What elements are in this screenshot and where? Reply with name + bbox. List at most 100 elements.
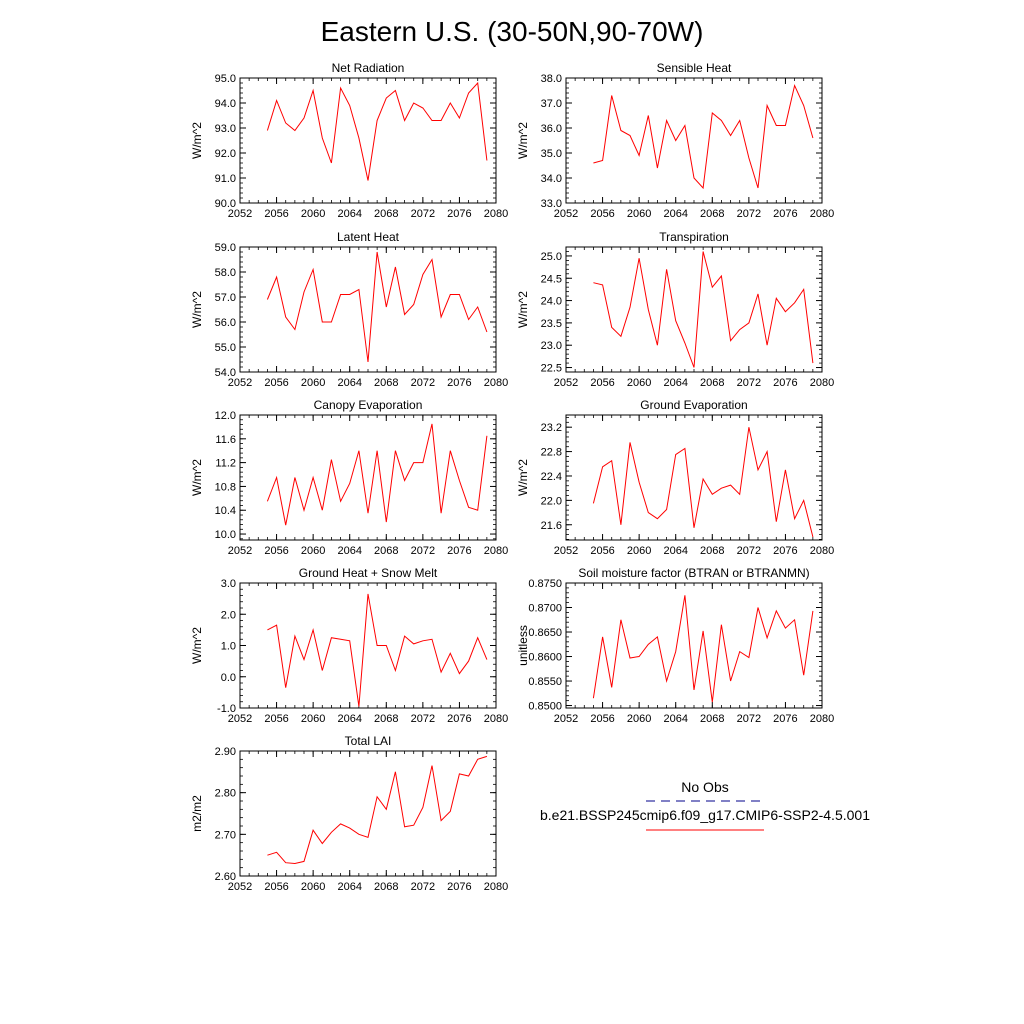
legend: No Obs b.e21.BSSP245cmip6.f09_g17.CMIP6-… [540,779,870,831]
x-tick-label: 2068 [700,713,724,725]
x-tick-label: 2064 [337,881,361,893]
y-tick-label: 21.6 [541,520,562,532]
x-tick-label: 2064 [337,713,361,725]
panel-title: Sensible Heat [657,61,732,75]
panel-title: Ground Evaporation [640,398,747,412]
panel-total-lai: Total LAI m2/m2 2052 2056 2060 2064 2068 2072 20… [190,734,508,893]
x-tick-label: 2056 [264,881,288,893]
panel-title: Transpiration [659,230,729,244]
x-tick-label: 2076 [447,208,471,220]
x-tick-label: 2072 [411,713,435,725]
x-tick-label: 2060 [627,208,651,220]
y-tick-label: 0.8550 [528,676,562,688]
y-tick-label: 22.8 [541,447,562,459]
panels: Net Radiation W/m^2 2052 2056 2060 2064 2068 20… [190,61,834,893]
plot-frame [239,246,497,373]
series-line [266,81,488,181]
panel-canopy-evaporation: Canopy Evaporation W/m^2 2052 2056 2060 2064 2… [190,398,508,557]
y-tick-label: 57.0 [215,292,236,304]
x-tick-label: 2060 [301,713,325,725]
y-tick-label: 37.0 [541,98,562,110]
y-tick-label: 55.0 [215,342,236,354]
y-tick-label: 10.4 [215,505,236,517]
x-tick-label: 2076 [773,713,797,725]
y-tick-label: 38.0 [541,73,562,85]
x-tick-label: 2056 [264,713,288,725]
x-tick-label: 2076 [773,208,797,220]
x-tick-label: 2052 [554,208,578,220]
y-tick-label: 11.2 [215,458,236,470]
y-tick-label: 94.0 [215,98,236,110]
panel-transpiration: Transpiration W/m^2 2052 2056 2060 2064 2068 20… [516,230,834,389]
series-line [267,755,488,865]
x-tick-label: 2068 [374,545,398,557]
y-tick-label: 2.90 [215,746,236,758]
x-tick-label: 2076 [447,881,471,893]
y-tick-label: 59.0 [215,242,236,254]
legend-obs-label: No Obs [681,779,728,795]
series-line [593,251,814,368]
y-tick-label: 0.8650 [528,627,562,639]
series-line [267,593,488,707]
y-axis-label: W/m^2 [190,122,204,159]
x-tick-label: 2060 [301,208,325,220]
y-tick-label: 22.0 [541,495,562,507]
panel-title: Soil moisture factor (BTRAN or BTRANMN) [578,566,809,580]
y-tick-label: 35.0 [541,148,562,160]
y-tick-label: 23.0 [541,340,562,352]
x-tick-label: 2080 [484,377,508,389]
y-tick-label: 34.0 [541,173,562,185]
x-tick-label: 2056 [264,377,288,389]
y-tick-label: 22.4 [541,471,562,483]
x-tick-label: 2068 [374,208,398,220]
x-tick-label: 2052 [228,881,252,893]
x-tick-label: 2068 [374,881,398,893]
x-tick-label: 2072 [411,208,435,220]
y-tick-label: 0.8600 [528,652,562,664]
y-tick-label: 93.0 [215,123,236,135]
x-tick-label: 2052 [228,208,252,220]
x-tick-label: 2056 [590,545,614,557]
x-tick-label: 2056 [590,377,614,389]
y-tick-label: 2.0 [221,609,236,621]
plot-frame [239,750,497,877]
y-tick-label: 10.0 [215,529,236,541]
y-tick-label: 1.0 [221,641,236,653]
x-tick-label: 2060 [627,713,651,725]
x-tick-label: 2080 [484,545,508,557]
y-tick-label: 92.0 [215,148,236,160]
series-line [266,423,488,526]
x-tick-label: 2072 [737,545,761,557]
x-tick-label: 2080 [484,208,508,220]
x-tick-label: 2052 [554,545,578,557]
y-axis-label: W/m^2 [190,291,204,328]
x-tick-label: 2052 [228,713,252,725]
panel-title: Latent Heat [337,230,400,244]
y-tick-label: 11.6 [215,434,236,446]
x-tick-label: 2080 [484,713,508,725]
x-tick-label: 2068 [700,377,724,389]
x-tick-label: 2064 [663,545,687,557]
y-tick-label: 0.8500 [528,701,562,713]
x-tick-label: 2060 [301,545,325,557]
x-tick-label: 2076 [773,377,797,389]
panel-latent-heat: Latent Heat W/m^2 2052 2056 2060 2064 2068 2072… [190,230,508,389]
panel-title: Ground Heat + Snow Melt [299,566,438,580]
x-tick-label: 2072 [411,881,435,893]
figure-title: Eastern U.S. (30-50N,90-70W) [321,16,704,47]
series-line [593,83,814,190]
series-line [266,251,488,363]
y-tick-label: 12.0 [215,410,236,422]
panel-ground-evaporation: Ground Evaporation W/m^2 2052 2056 2060 2064 2… [516,398,834,557]
plot-frame [239,414,497,541]
y-tick-label: 10.8 [215,481,236,493]
panel-title: Canopy Evaporation [314,398,423,412]
panel-net-radiation: Net Radiation W/m^2 2052 2056 2060 2064 2068 20… [190,61,508,220]
x-tick-label: 2068 [374,377,398,389]
y-tick-label: 23.5 [541,318,562,330]
x-tick-label: 2064 [337,545,361,557]
plot-frame [239,582,497,709]
y-tick-label: 0.8700 [528,603,562,615]
x-tick-label: 2076 [447,545,471,557]
